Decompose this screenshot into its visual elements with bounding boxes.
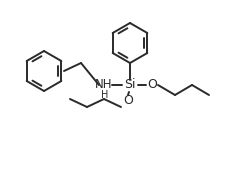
Text: NH: NH xyxy=(95,78,113,92)
Text: O: O xyxy=(123,95,133,108)
Text: H: H xyxy=(101,90,108,100)
Text: Si: Si xyxy=(124,78,136,92)
Text: O: O xyxy=(147,78,157,92)
